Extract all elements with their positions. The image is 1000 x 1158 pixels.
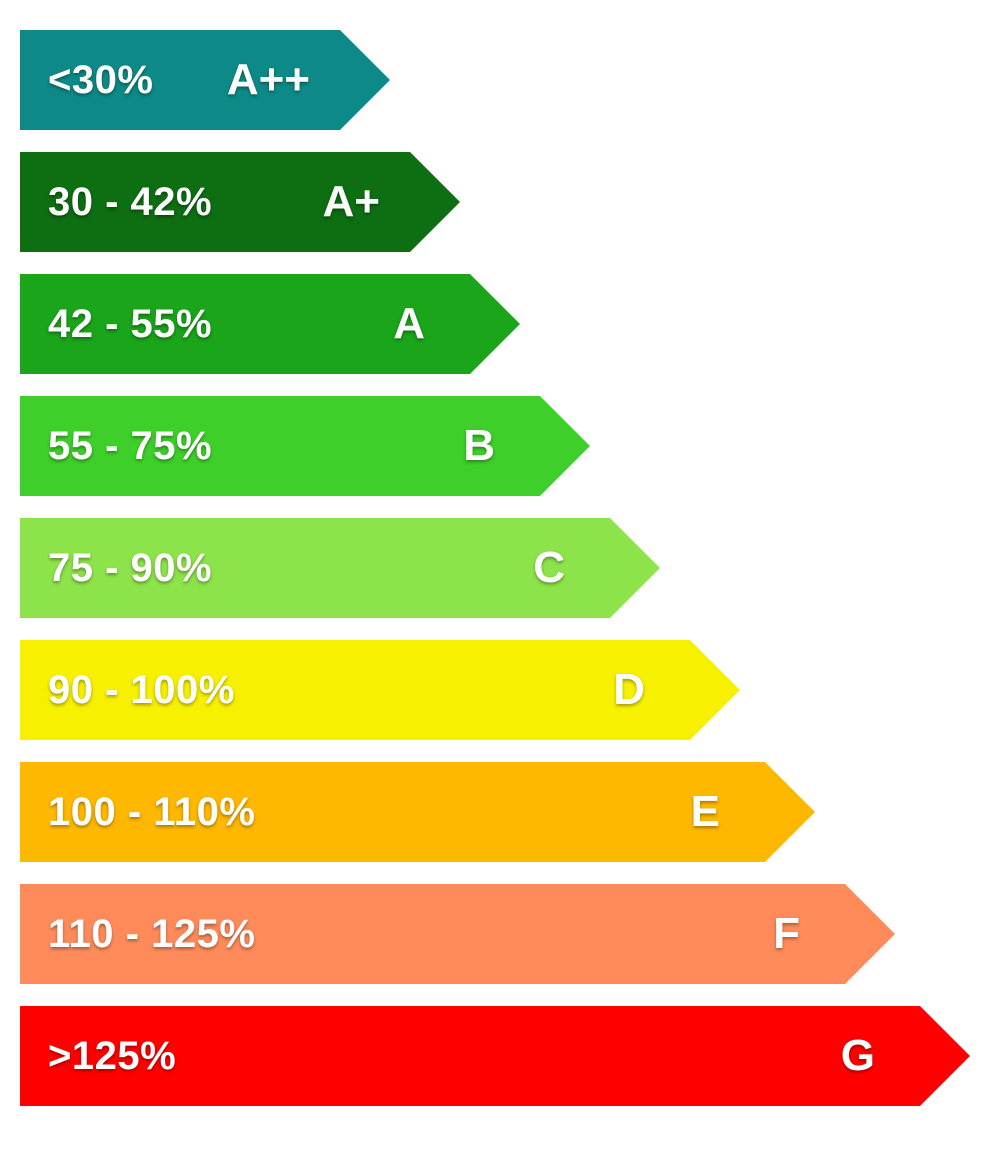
rating-range: 90 - 100% <box>48 668 235 713</box>
rating-range: 75 - 90% <box>48 546 212 591</box>
rating-grade: A+ <box>323 177 380 227</box>
rating-bar-c: 75 - 90% C <box>20 518 610 618</box>
rating-row: 90 - 100% D <box>20 640 980 740</box>
rating-range: 30 - 42% <box>48 180 212 225</box>
rating-grade: A++ <box>227 55 310 105</box>
rating-bar-a-plus-plus: <30% A++ <box>20 30 340 130</box>
rating-grade: D <box>613 665 645 715</box>
rating-row: 110 - 125% F <box>20 884 980 984</box>
rating-grade: E <box>691 787 720 837</box>
rating-range: 55 - 75% <box>48 424 212 469</box>
rating-grade: B <box>463 421 495 471</box>
rating-bar-e: 100 - 110% E <box>20 762 765 862</box>
rating-grade: F <box>773 909 800 959</box>
rating-row: 100 - 110% E <box>20 762 980 862</box>
rating-row: 30 - 42% A+ <box>20 152 980 252</box>
rating-bar-d: 90 - 100% D <box>20 640 690 740</box>
rating-range: 110 - 125% <box>48 912 255 957</box>
rating-range: 100 - 110% <box>48 790 255 835</box>
rating-range: <30% <box>48 58 153 103</box>
rating-row: >125% G <box>20 1006 980 1106</box>
rating-bar-b: 55 - 75% B <box>20 396 540 496</box>
rating-bar-f: 110 - 125% F <box>20 884 845 984</box>
rating-grade: C <box>533 543 565 593</box>
rating-bar-a-plus: 30 - 42% A+ <box>20 152 410 252</box>
rating-bar-g: >125% G <box>20 1006 920 1106</box>
rating-range: 42 - 55% <box>48 302 212 347</box>
rating-grade: A <box>393 299 425 349</box>
rating-range: >125% <box>48 1034 176 1079</box>
rating-bar-a: 42 - 55% A <box>20 274 470 374</box>
rating-row: 55 - 75% B <box>20 396 980 496</box>
rating-row: 42 - 55% A <box>20 274 980 374</box>
rating-row: <30% A++ <box>20 30 980 130</box>
rating-grade: G <box>841 1031 875 1081</box>
rating-row: 75 - 90% C <box>20 518 980 618</box>
energy-rating-chart: <30% A++ 30 - 42% A+ 42 - 55% A 55 - 75%… <box>0 0 1000 1158</box>
